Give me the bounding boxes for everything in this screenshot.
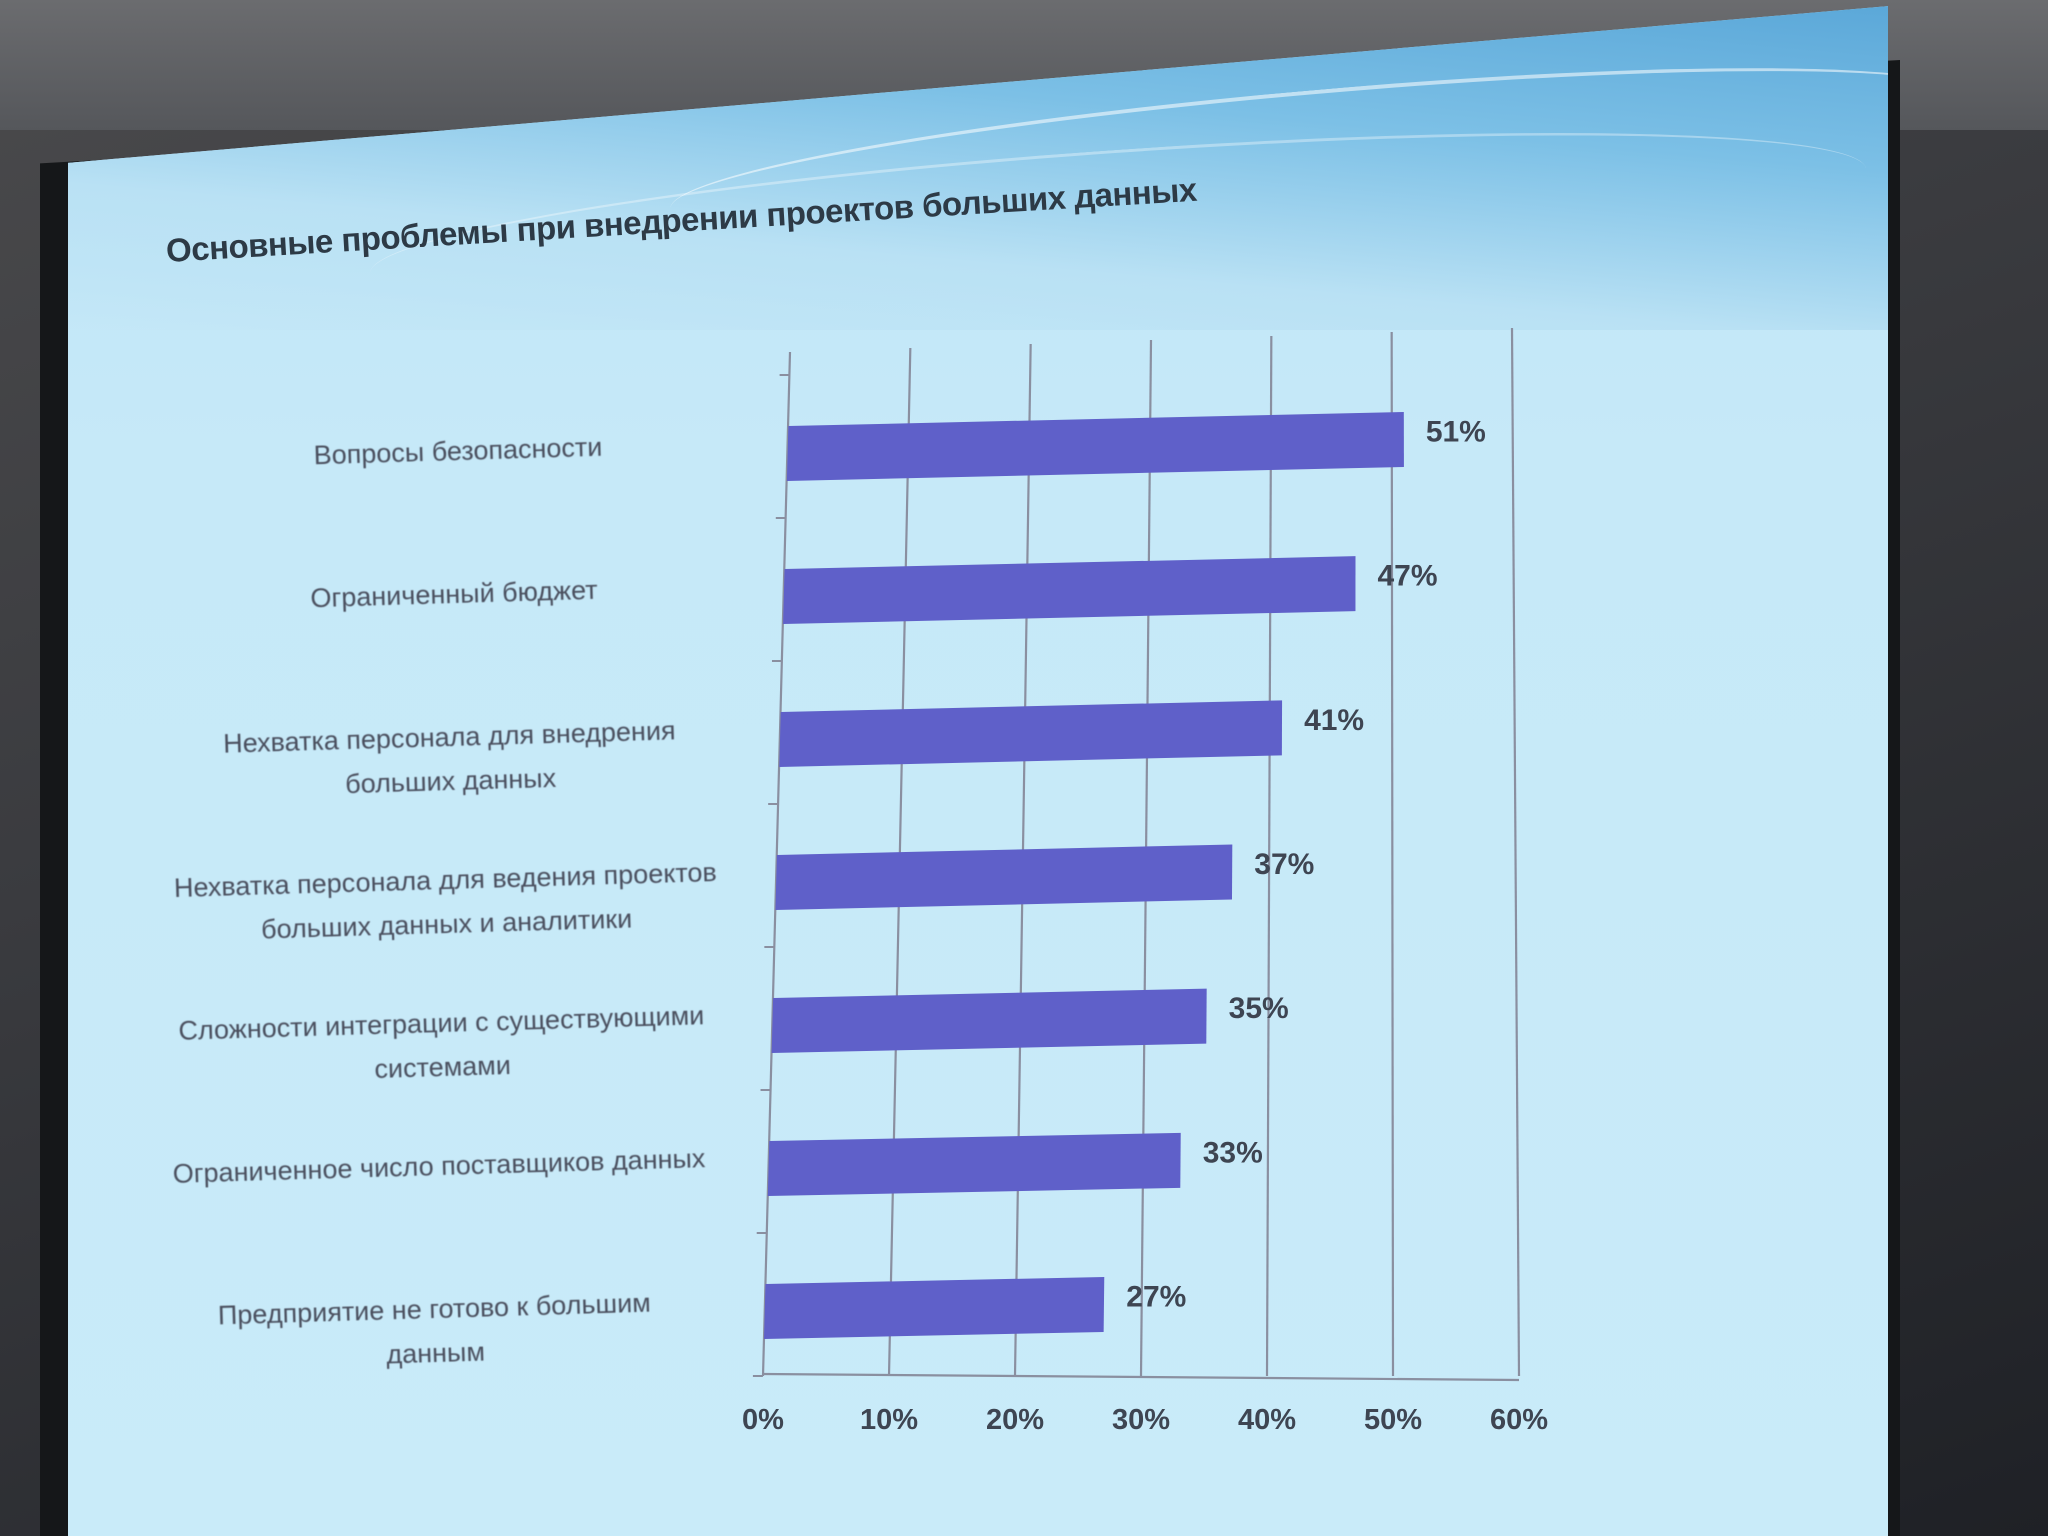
- x-tick-label: 30%: [1112, 1404, 1170, 1436]
- x-axis-line: [762, 1372, 1520, 1382]
- value-label: 47%: [1377, 560, 1437, 593]
- x-tick-label: 60%: [1490, 1404, 1548, 1436]
- value-labels: 51% 47% 41% 37% 35% 33% 27%: [1126, 416, 1486, 1314]
- x-tick-label: 20%: [986, 1404, 1044, 1436]
- value-label: 41%: [1304, 704, 1364, 737]
- bar: [771, 988, 1207, 1053]
- x-tick-label: 40%: [1238, 1404, 1296, 1436]
- value-label: 37%: [1254, 848, 1314, 881]
- bar: [764, 1277, 1105, 1339]
- bar: [767, 1132, 1181, 1196]
- x-tick-label: 10%: [860, 1404, 918, 1436]
- bars: [764, 412, 1404, 1339]
- value-label: 35%: [1229, 992, 1289, 1025]
- gridline: [1510, 327, 1521, 1377]
- x-tick-label: 50%: [1364, 1404, 1422, 1436]
- bar: [786, 412, 1404, 481]
- gridline: [761, 351, 792, 1377]
- bar: [779, 700, 1283, 767]
- value-label: 27%: [1126, 1281, 1186, 1314]
- x-tick-label: 0%: [742, 1404, 784, 1436]
- value-label: 33%: [1203, 1136, 1263, 1169]
- gridline: [1265, 335, 1273, 1377]
- value-label: 51%: [1426, 416, 1486, 449]
- x-axis-ticks: 0% 10% 20% 30% 40% 50% 60%: [742, 1404, 1548, 1436]
- gridline: [1390, 331, 1395, 1377]
- bar: [775, 844, 1233, 910]
- bar: [783, 556, 1356, 624]
